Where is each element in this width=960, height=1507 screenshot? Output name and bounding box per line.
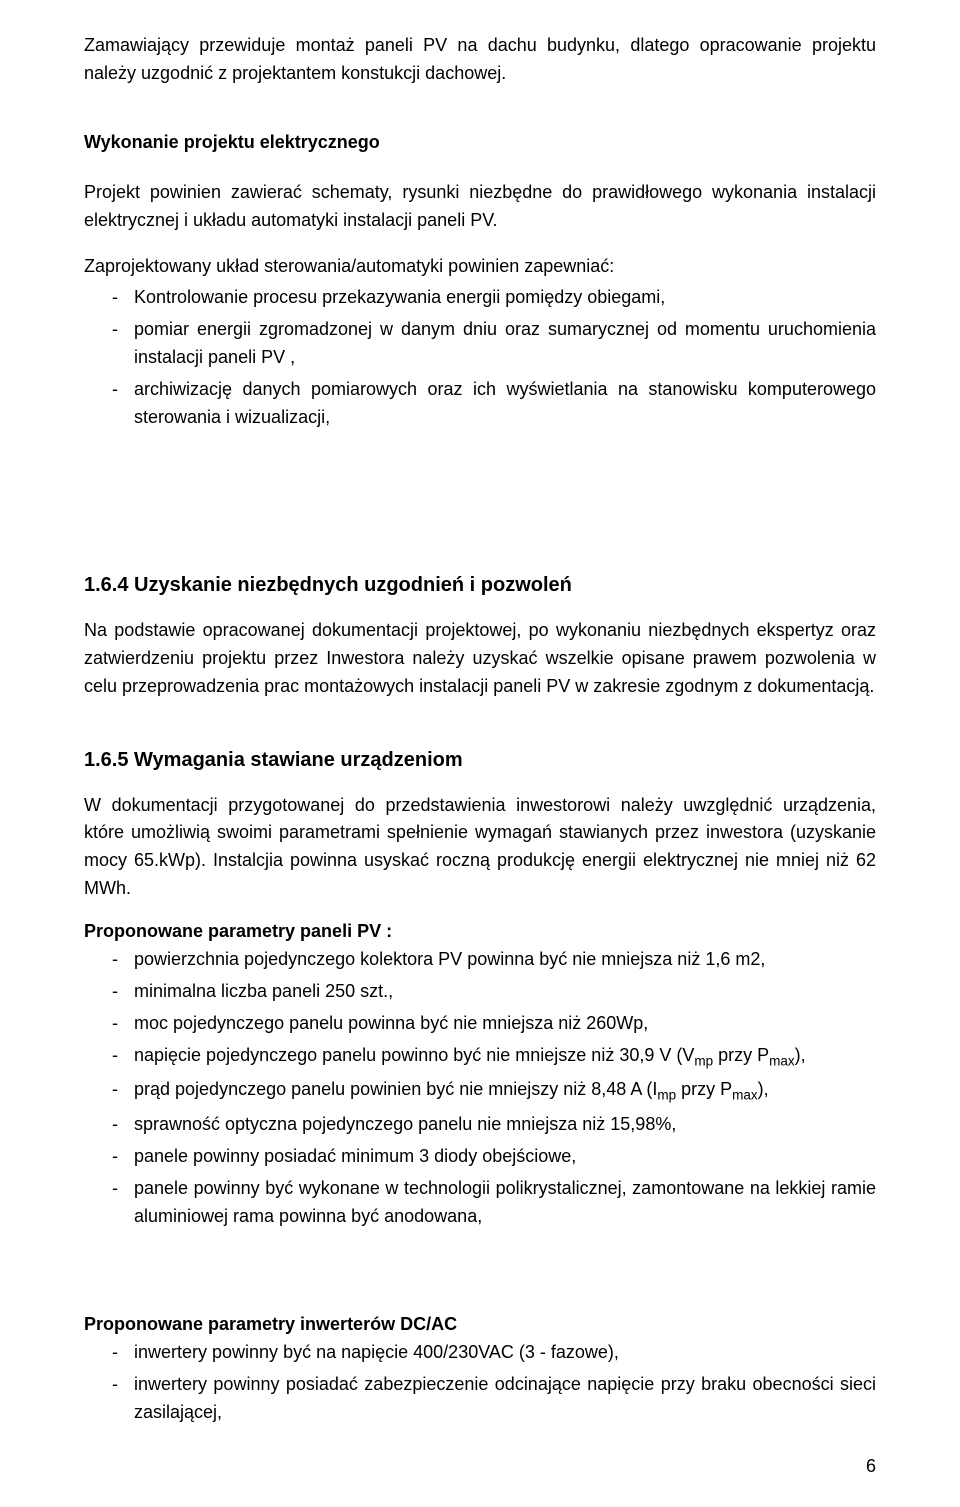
list-item: Kontrolowanie procesu przekazywania ener…: [84, 284, 876, 312]
inverter-params-list: inwertery powinny być na napięcie 400/23…: [84, 1339, 876, 1427]
list-item: moc pojedynczego panelu powinna być nie …: [84, 1010, 876, 1038]
list-item: panele powinny być wykonane w technologi…: [84, 1175, 876, 1231]
electrical-project-bullets: Kontrolowanie procesu przekazywania ener…: [84, 284, 876, 431]
electrical-project-para2: Zaprojektowany układ sterowania/automaty…: [84, 253, 876, 281]
list-item: minimalna liczba paneli 250 szt.,: [84, 978, 876, 1006]
list-item: powierzchnia pojedynczego kolektora PV p…: [84, 946, 876, 974]
section-165-heading: 1.6.5 Wymagania stawiane urządzeniom: [84, 749, 876, 772]
intro-paragraph: Zamawiający przewiduje montaż paneli PV …: [84, 32, 876, 88]
list-item: sprawność optyczna pojedynczego panelu n…: [84, 1111, 876, 1139]
electrical-project-para1: Projekt powinien zawierać schematy, rysu…: [84, 179, 876, 235]
page-number: 6: [866, 1456, 876, 1477]
pv-params-heading: Proponowane parametry paneli PV :: [84, 921, 876, 942]
list-item: panele powinny posiadać minimum 3 diody …: [84, 1143, 876, 1171]
list-item: inwertery powinny posiadać zabezpieczeni…: [84, 1371, 876, 1427]
pv-params-list: powierzchnia pojedynczego kolektora PV p…: [84, 946, 876, 1230]
list-item: napięcie pojedynczego panelu powinno być…: [84, 1042, 876, 1073]
section-164-heading: 1.6.4 Uzyskanie niezbędnych uzgodnień i …: [84, 574, 876, 597]
inverter-heading: Proponowane parametry inwerterów DC/AC: [84, 1314, 876, 1335]
section-165-para1: W dokumentacji przygotowanej do przedsta…: [84, 792, 876, 904]
list-item: prąd pojedynczego panelu powinien być ni…: [84, 1076, 876, 1107]
list-item: pomiar energii zgromadzonej w danym dniu…: [84, 316, 876, 372]
list-item: archiwizację danych pomiarowych oraz ich…: [84, 376, 876, 432]
electrical-project-heading: Wykonanie projektu elektrycznego: [84, 132, 876, 153]
section-164-para: Na podstawie opracowanej dokumentacji pr…: [84, 617, 876, 701]
list-item: inwertery powinny być na napięcie 400/23…: [84, 1339, 876, 1367]
